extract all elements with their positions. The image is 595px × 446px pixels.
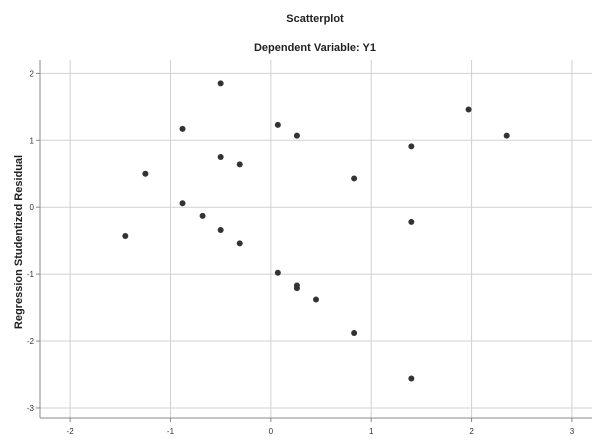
data-point <box>274 269 281 276</box>
data-point <box>465 106 472 113</box>
chart-title: Scatterplot <box>286 13 344 25</box>
data-point <box>217 226 224 233</box>
y-tick-label: 0 <box>30 203 35 212</box>
chart-subtitle: Dependent Variable: Y1 <box>254 42 376 54</box>
data-point <box>293 285 300 292</box>
data-point <box>217 80 224 87</box>
data-point <box>179 200 186 207</box>
data-point <box>351 330 358 337</box>
data-point <box>313 296 319 303</box>
tick-labels: -2 -1 0 1 2 3 2 1 0 -1 -2 -3 <box>27 69 575 436</box>
y-tick-label: -1 <box>27 270 35 279</box>
data-point <box>503 132 510 139</box>
y-tick-label: 1 <box>30 136 35 145</box>
data-point <box>236 240 243 247</box>
data-point <box>274 121 281 128</box>
plot-axes <box>36 60 592 422</box>
data-point <box>351 175 358 182</box>
data-point <box>408 375 415 382</box>
y-axis-label: Regression Studentized Residual <box>13 155 25 329</box>
data-point <box>217 154 224 161</box>
x-tick-label: 2 <box>469 427 474 436</box>
data-point <box>142 170 149 177</box>
y-tick-label: 2 <box>30 69 35 78</box>
data-point <box>293 132 300 139</box>
data-point <box>236 161 243 168</box>
x-tick-label: 1 <box>369 427 374 436</box>
plot-grid <box>40 60 592 418</box>
x-tick-label: 0 <box>269 427 274 436</box>
y-tick-label: -2 <box>27 337 35 346</box>
data-point <box>199 212 206 219</box>
x-tick-label: -1 <box>167 427 175 436</box>
y-tick-label: -3 <box>27 404 35 413</box>
data-point <box>408 218 415 225</box>
data-point <box>179 125 186 132</box>
data-point <box>122 232 129 239</box>
data-point <box>408 143 415 150</box>
x-tick-label: 3 <box>570 427 575 436</box>
x-tick-label: -2 <box>67 427 75 436</box>
data-points <box>122 80 510 382</box>
